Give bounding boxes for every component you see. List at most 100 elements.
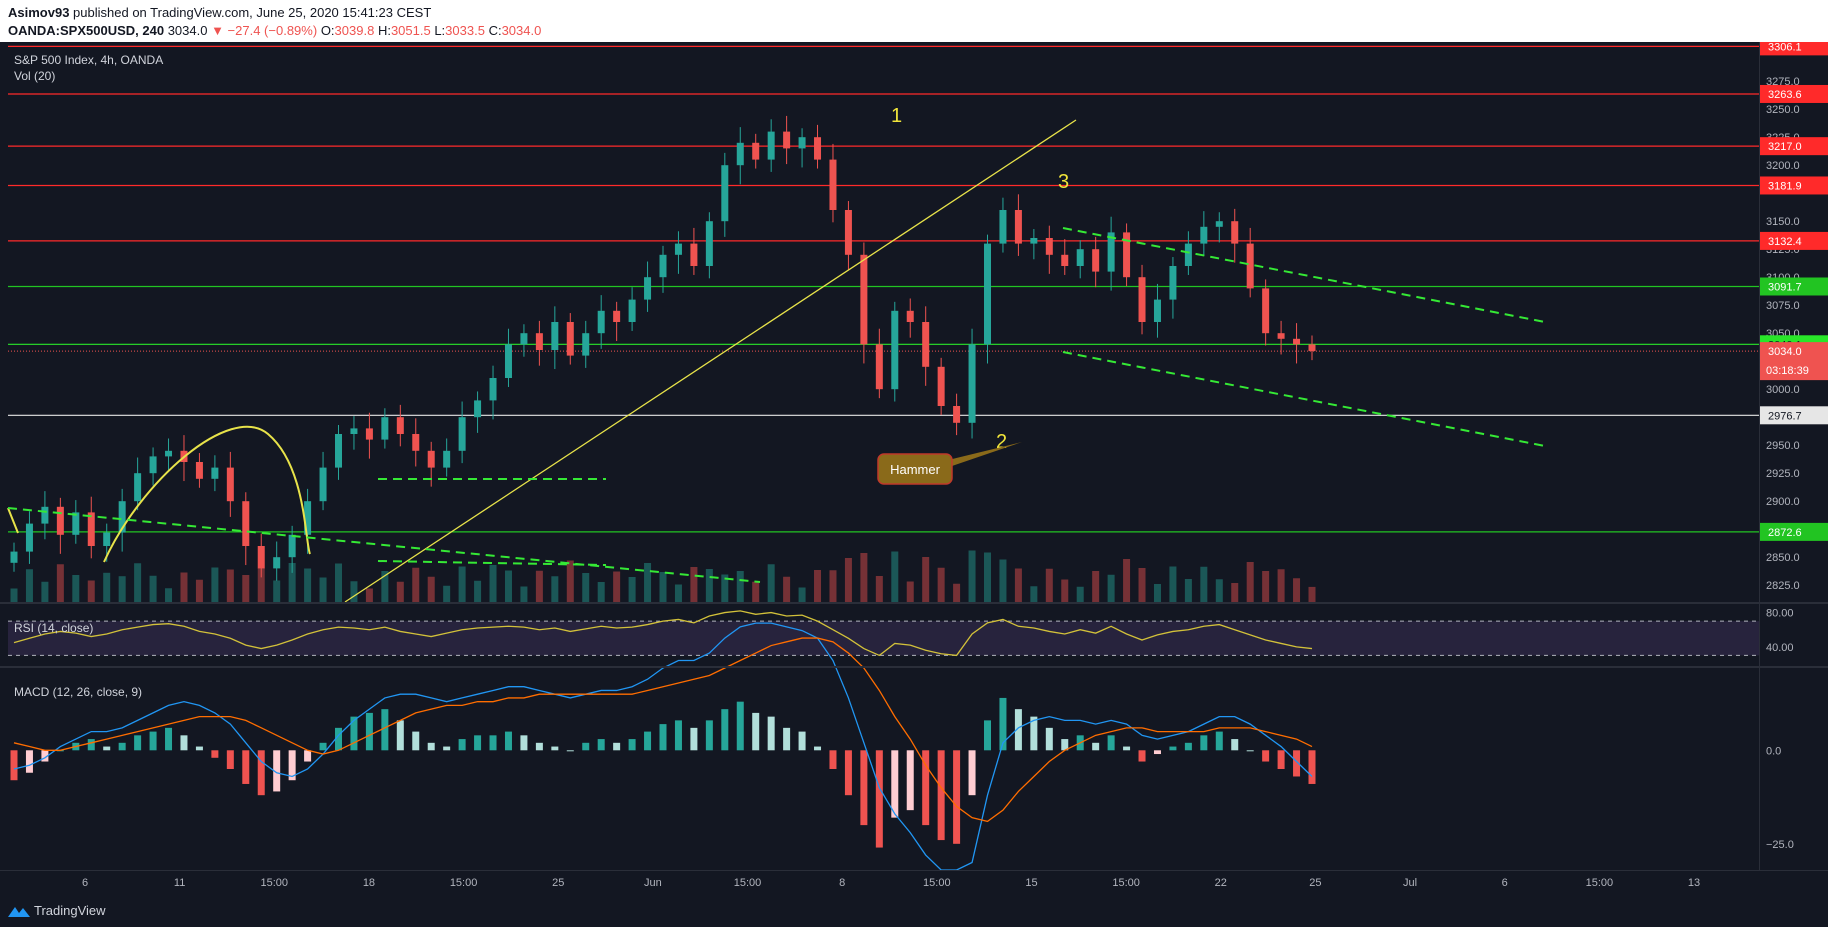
low-label: L: bbox=[434, 23, 446, 38]
macd-histogram-bar bbox=[999, 697, 1007, 751]
candle-body bbox=[288, 534, 296, 558]
volume-bar bbox=[1293, 578, 1301, 602]
price-tick-label: 3150.0 bbox=[1766, 216, 1800, 228]
low-value: 3033.5 bbox=[445, 23, 485, 38]
symbol-label: OANDA:SPX500USD, 240 bbox=[8, 23, 165, 38]
cup-arc bbox=[103, 425, 311, 563]
publish-line: Asimov93 published on TradingView.com, J… bbox=[8, 5, 431, 20]
candle-body bbox=[1231, 221, 1239, 244]
volume-bar bbox=[165, 588, 173, 602]
macd-histogram-bar bbox=[381, 709, 389, 751]
volume-bar bbox=[767, 564, 775, 602]
main-pane[interactable] bbox=[7, 45, 1760, 603]
volume-bar bbox=[335, 563, 342, 602]
macd-histogram-bar bbox=[134, 735, 142, 751]
candle-body bbox=[984, 243, 991, 345]
footer-brand[interactable]: TradingView bbox=[34, 903, 106, 918]
volume-bar bbox=[118, 576, 126, 602]
volume-bar bbox=[644, 563, 652, 602]
candle-body bbox=[906, 310, 914, 322]
volume-bar bbox=[597, 582, 605, 602]
macd-histogram-bar bbox=[922, 750, 930, 826]
candle-body bbox=[474, 400, 482, 418]
chart-canvas[interactable]: 3275.03250.03225.03200.03150.03125.03100… bbox=[0, 42, 1828, 895]
countdown-label: 03:18:39 bbox=[1766, 365, 1809, 377]
macd-histogram-bar bbox=[427, 742, 435, 751]
volume-bar bbox=[783, 576, 791, 602]
macd-histogram-bar bbox=[953, 750, 961, 844]
candle-body bbox=[891, 310, 899, 390]
macd-legend: MACD (12, 26, close, 9) bbox=[14, 685, 142, 699]
macd-histogram-bar bbox=[767, 716, 775, 751]
macd-histogram-bar bbox=[443, 746, 451, 751]
macd-histogram-bar bbox=[288, 750, 296, 781]
macd-histogram-bar bbox=[474, 735, 482, 751]
time-tick-label: Jun bbox=[644, 877, 662, 889]
volume-bar bbox=[535, 570, 543, 602]
macd-histogram-bar bbox=[103, 746, 111, 751]
volume-bar bbox=[1231, 583, 1239, 602]
candle-body bbox=[999, 210, 1007, 244]
volume-bar bbox=[968, 550, 976, 602]
macd-histogram-bar bbox=[319, 742, 327, 751]
volume-bar bbox=[1045, 568, 1053, 602]
time-tick-label: 22 bbox=[1215, 877, 1227, 889]
candle-body bbox=[1153, 299, 1161, 322]
chart-text: S&P 500 Index, 4h, OANDA Vol (20) RSI (1… bbox=[14, 53, 1069, 699]
rsi-pane[interactable] bbox=[8, 610, 1760, 657]
candle-body bbox=[953, 406, 961, 423]
candle-body bbox=[937, 366, 945, 406]
candle-body bbox=[628, 299, 636, 322]
candle-body bbox=[273, 557, 281, 569]
candle-body bbox=[427, 450, 435, 468]
macd-histogram-bar bbox=[721, 709, 729, 751]
volume-bar bbox=[319, 577, 327, 602]
candle-body bbox=[103, 532, 111, 546]
wave-label-1: 1 bbox=[891, 105, 902, 127]
candle-body bbox=[257, 546, 265, 569]
price-level-tag bbox=[1760, 137, 1828, 156]
candle-body bbox=[1293, 338, 1301, 345]
macd-histogram-bar bbox=[10, 750, 18, 781]
rsi-tick-label: 80.00 bbox=[1766, 608, 1794, 620]
candle-body bbox=[613, 310, 621, 322]
publisher-name[interactable]: Asimov93 bbox=[8, 5, 70, 20]
volume-bar bbox=[1138, 568, 1146, 602]
last-price-label: 3034.0 bbox=[1768, 346, 1802, 358]
price-level-tag bbox=[1760, 84, 1828, 103]
macd-histogram-bar bbox=[906, 750, 914, 811]
volume-bar bbox=[844, 558, 852, 602]
high-label: H: bbox=[377, 23, 391, 38]
rsi-legend: RSI (14, close) bbox=[14, 621, 93, 635]
volume-bar bbox=[891, 551, 899, 602]
time-tick-label: 25 bbox=[552, 877, 564, 889]
volume-bar bbox=[1308, 586, 1316, 602]
candle-body bbox=[489, 378, 497, 401]
candle-body bbox=[504, 344, 512, 378]
open-value: 3039.8 bbox=[334, 23, 375, 38]
macd-histogram-bar bbox=[659, 724, 667, 751]
time-tick-label: 15:00 bbox=[923, 877, 951, 889]
channel-line bbox=[1062, 227, 1546, 323]
macd-pane[interactable] bbox=[10, 622, 1316, 871]
footer: TradingView bbox=[0, 895, 1828, 927]
volume-legend: Vol (20) bbox=[14, 69, 55, 83]
candle-body bbox=[226, 467, 234, 502]
volume-bar bbox=[1215, 579, 1223, 602]
candle-body bbox=[335, 434, 342, 468]
volume-bar bbox=[1246, 562, 1254, 602]
macd-histogram-bar bbox=[489, 735, 497, 751]
candle-body bbox=[644, 277, 652, 300]
candle-body bbox=[767, 131, 775, 160]
volume-bar bbox=[1123, 559, 1131, 602]
macd-histogram-bar bbox=[613, 742, 621, 751]
price-level-tag bbox=[1760, 176, 1828, 195]
candle-body bbox=[814, 137, 822, 160]
time-tick-label: 6 bbox=[1502, 877, 1508, 889]
macd-histogram-bar bbox=[968, 750, 976, 796]
macd-histogram-bar bbox=[1153, 750, 1161, 755]
candle-body bbox=[443, 450, 451, 468]
macd-histogram-bar bbox=[844, 750, 852, 796]
volume-bar bbox=[690, 567, 698, 602]
candle-body bbox=[1308, 344, 1316, 352]
